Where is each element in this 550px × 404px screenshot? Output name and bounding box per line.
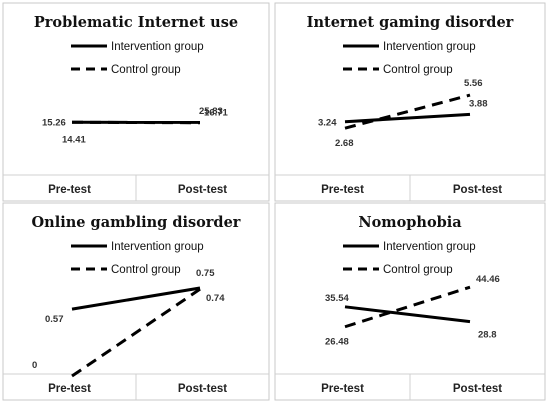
data-label: 3.24 [318, 118, 337, 129]
chart-panel-2: Internet gaming disorder Intervention gro… [274, 2, 546, 202]
data-label: 0 [32, 360, 37, 371]
x-tick-label: Post-test [178, 383, 227, 395]
series-line-intervention [344, 305, 471, 324]
chart-title: Internet gaming disorder [307, 14, 514, 31]
data-label: 25.83 [199, 106, 223, 117]
panel-frame [274, 202, 546, 401]
chart-panel-1: Problematic Internet use Intervention gro… [2, 2, 270, 202]
data-label: 5.56 [464, 78, 483, 89]
series-line-control [71, 287, 201, 378]
x-tick-label: Pre-test [48, 383, 91, 395]
data-label: 2.68 [335, 138, 354, 149]
x-tick-label: Post-test [178, 184, 227, 196]
chart-panel-4: Nomophobia Intervention group Control grou… [274, 202, 546, 401]
data-label: 0.57 [45, 314, 64, 325]
legend-label: Control group [111, 264, 181, 276]
x-tick-label: Pre-test [321, 184, 364, 196]
legend-label: Control group [383, 64, 453, 76]
data-label: 3.88 [469, 98, 488, 109]
chart-title: Problematic Internet use [34, 14, 238, 31]
legend-label: Intervention group [111, 41, 204, 53]
legend-label: Control group [383, 264, 453, 276]
data-label: 15.26 [42, 117, 66, 128]
legend-label: Intervention group [383, 41, 476, 53]
data-label: 14.41 [62, 134, 86, 145]
panel-frame [2, 2, 270, 202]
legend-label: Control group [111, 64, 181, 76]
x-tick-label: Post-test [453, 383, 502, 395]
series-line-control [344, 285, 471, 329]
x-tick-label: Post-test [453, 184, 502, 196]
x-tick-label: Pre-test [48, 184, 91, 196]
panel-frame [2, 202, 270, 401]
data-label: 26.48 [325, 337, 349, 348]
chart-title: Online gambling disorder [32, 214, 241, 231]
data-label: 44.46 [476, 274, 500, 285]
series-line-intervention [344, 112, 471, 124]
data-label: 28.8 [478, 330, 497, 341]
data-label: 35.54 [325, 293, 349, 304]
data-label: 0.75 [196, 268, 215, 279]
chart-panel-3: Online gambling disorder Intervention gro… [2, 202, 270, 401]
panel-frame [274, 2, 546, 202]
legend-label: Intervention group [383, 241, 476, 253]
series-line-intervention [71, 286, 201, 311]
data-label: 16.71 [204, 107, 228, 118]
chart-title: Nomophobia [358, 214, 462, 231]
data-label: 0.74 [206, 293, 225, 304]
legend-label: Intervention group [111, 241, 204, 253]
series-line-control [344, 93, 471, 130]
x-tick-label: Pre-test [321, 383, 364, 395]
